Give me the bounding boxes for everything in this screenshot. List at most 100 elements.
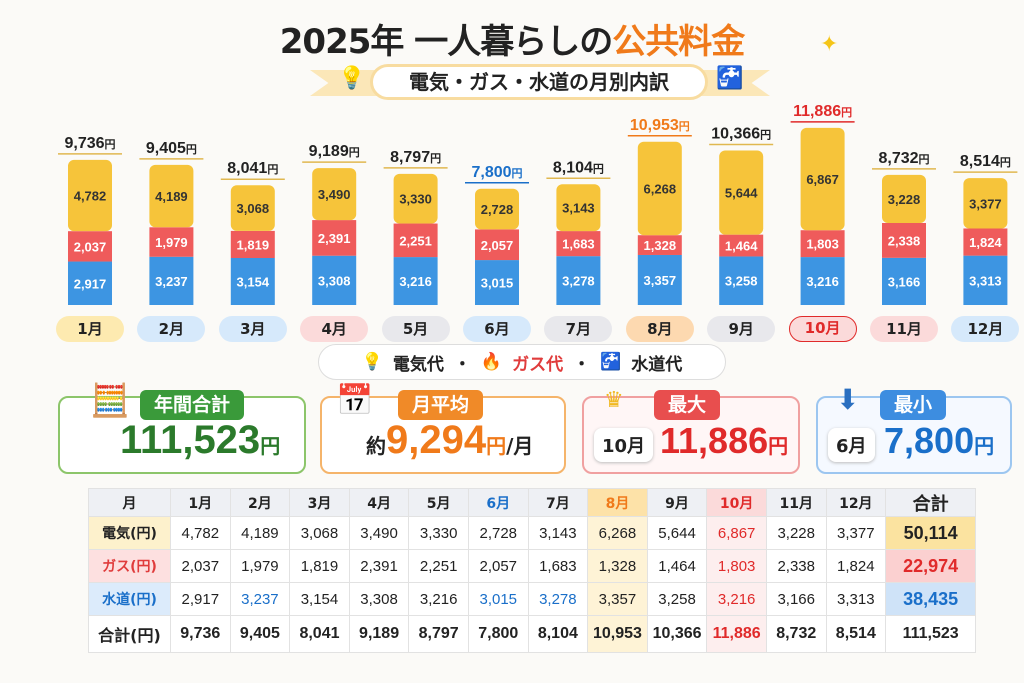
bar-segment	[149, 227, 194, 257]
bar-value-label: 3,313	[969, 273, 1002, 288]
flame-icon: 🔥	[480, 352, 503, 372]
month-label: 9月	[707, 316, 776, 342]
legend-sep: ・	[573, 354, 591, 375]
average-suffix: /月	[506, 434, 534, 458]
bar-total-label: 8,104円	[553, 159, 604, 176]
table-header: 8月	[587, 488, 648, 517]
crown-icon: ♛	[604, 388, 624, 413]
bar-segment	[312, 255, 357, 305]
month-label: 11月	[870, 316, 938, 342]
bar-value-label: 3,143	[562, 201, 595, 216]
bar-total-value: 10,366	[711, 126, 760, 143]
bar-total-label: 11,886円	[793, 103, 852, 120]
bar-segment	[556, 256, 601, 305]
month-label: 8月	[625, 316, 694, 342]
table-header: 9月	[646, 488, 708, 517]
table-header: 月	[88, 488, 171, 517]
bar-total-value: 11,886	[793, 103, 841, 120]
table-cell: 3,228	[765, 516, 827, 550]
annual-label: 年間合計	[140, 390, 245, 420]
bar-segment	[800, 127, 845, 231]
bar-value-label: 6,268	[644, 181, 677, 196]
table-header: 5月	[408, 488, 469, 517]
table-cell: 1,464	[646, 549, 708, 583]
bar-segment	[719, 256, 764, 305]
bar-total-label: 8,514円	[960, 153, 1011, 170]
month-label: 3月	[218, 316, 287, 342]
unit: 円	[260, 434, 281, 458]
table-cell: 8,104	[527, 615, 589, 653]
bar-segment	[68, 231, 112, 262]
bar-segment	[637, 254, 682, 305]
bar-value-label: 3,330	[399, 192, 432, 207]
bar-value-label: 3,216	[399, 274, 432, 289]
table-header: 12月	[825, 488, 887, 517]
bar-segment	[475, 260, 519, 305]
faucet-icon: 🚰	[716, 66, 744, 91]
bar-segment	[230, 230, 275, 259]
legend-water: 水道代	[631, 354, 683, 375]
row-total: 111,523	[885, 615, 977, 653]
bar-value-label: 1,464	[725, 239, 758, 254]
bar-total-value: 8,797	[390, 149, 430, 166]
month-label: 2月	[137, 316, 206, 342]
table-header: 1月	[170, 488, 231, 517]
bar-total-label: 10,953円	[630, 117, 690, 134]
bar-segment	[882, 174, 926, 223]
bar-total-unit: 円	[919, 153, 930, 166]
bar-total-value: 8,514	[960, 153, 1000, 170]
table-cell: 8,041	[289, 615, 350, 653]
bar-value-label: 2,338	[888, 233, 921, 248]
bar-segment	[475, 229, 519, 261]
bar-segment	[882, 222, 926, 258]
unit: 円	[768, 434, 789, 458]
table-cell: 3,313	[825, 582, 887, 616]
bar-value-label: 3,490	[318, 187, 351, 202]
bar-total-label: 10,366円	[711, 126, 771, 143]
bar-value-label: 3,377	[969, 196, 1002, 211]
table-header: 2月	[229, 488, 291, 517]
table-header: 10月	[706, 488, 767, 517]
bar-value-label: 3,015	[481, 276, 514, 291]
table-cell: 8,732	[765, 615, 827, 653]
table-cell: 3,216	[706, 582, 767, 616]
min-month: 6月	[828, 428, 875, 462]
table-cell: 1,683	[527, 549, 589, 583]
bar-value-label: 2,037	[74, 239, 107, 254]
bar-segment	[637, 235, 682, 255]
bar-segment	[312, 220, 357, 256]
bar-segment	[556, 184, 601, 232]
bar-total-unit: 円	[1000, 156, 1011, 169]
bar-total-label: 7,800円	[471, 164, 522, 181]
table-header: 4月	[348, 488, 410, 517]
table-header: 6月	[467, 488, 529, 517]
table-row: 合計(円) 9,736 9,405 8,041 9,189 8,797 7,800 8,104…	[88, 615, 977, 653]
average-prefix: 約	[366, 434, 386, 458]
bar-value-label: 3,068	[237, 201, 270, 216]
table-cell: 3,330	[408, 516, 469, 550]
bar-total-unit: 円	[841, 106, 852, 119]
average-label: 月平均	[398, 390, 484, 420]
bar-value-label: 2,391	[318, 231, 351, 246]
table-cell: 3,377	[825, 516, 887, 550]
monthly-average-card: 📅 月平均 約9,294円/月	[320, 386, 566, 474]
row-label: 水道(円)	[88, 582, 171, 616]
faucet-icon: 🚰	[600, 352, 622, 372]
bar-total-unit: 円	[105, 138, 116, 151]
down-arrow-icon: ⬇	[836, 383, 860, 416]
table-cell: 10,953	[587, 615, 648, 653]
min-card: ⬇ 最小 6月 7,800円	[816, 386, 1012, 474]
table-cell: 8,514	[825, 615, 887, 653]
row-total: 22,974	[885, 549, 977, 583]
average-value: 9,294	[386, 418, 487, 462]
table-row: 水道(円) 2,917 3,237 3,154 3,308 3,216 3,015 3,278…	[88, 582, 977, 616]
bar-segment	[637, 141, 682, 236]
bar-value-label: 3,166	[888, 274, 921, 289]
table-cell: 2,338	[765, 549, 827, 583]
table-cell: 9,736	[170, 615, 231, 653]
month-label: 5月	[381, 316, 450, 342]
unit: 円	[486, 434, 507, 458]
bar-total-unit: 円	[679, 120, 690, 133]
bar-segment	[882, 257, 926, 305]
calendar-icon: 📅	[336, 383, 374, 418]
